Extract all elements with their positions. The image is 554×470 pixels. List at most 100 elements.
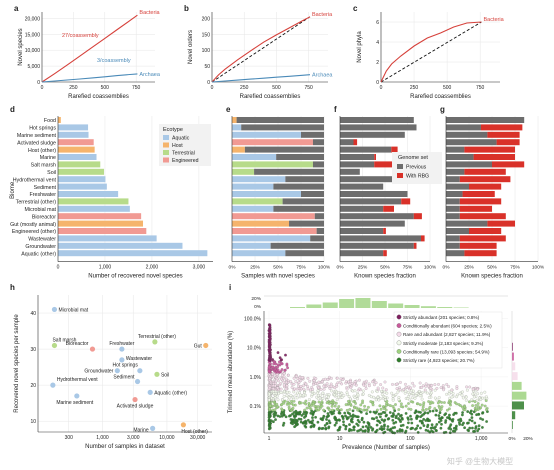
scatter-point (272, 362, 276, 366)
scatter-point (406, 397, 410, 400)
x-tick-label: 1,000 (475, 436, 488, 442)
scatter-point (267, 398, 271, 402)
bar-novel (232, 161, 313, 168)
scatter-point (316, 405, 320, 408)
panel-letter: d (10, 105, 15, 114)
hist-bar (512, 421, 513, 429)
scatter-point (137, 368, 143, 374)
hist-bar (306, 304, 322, 308)
scatter-point (361, 389, 365, 393)
x-tick-label: 1 (268, 436, 271, 442)
bar-remaining (273, 183, 324, 190)
scatter-point (291, 412, 294, 416)
bar-sediment (58, 183, 107, 190)
legend-swatch (163, 135, 169, 140)
scatter-point (342, 394, 346, 398)
scatter-point (277, 392, 281, 395)
scatter-point (329, 384, 333, 388)
scatter-point (426, 411, 430, 415)
scatter-point (356, 393, 360, 397)
y-tick-label: 40 (30, 311, 36, 317)
y-axis-title: Novel phyla (357, 31, 363, 63)
scatter-point (268, 352, 272, 356)
scatter-point (311, 387, 314, 391)
scatter-point (483, 404, 487, 408)
scatter-point (311, 419, 315, 422)
scatter-point (365, 409, 369, 412)
scatter-point (435, 429, 438, 432)
scatter-point (325, 418, 328, 421)
scatter-point (384, 408, 388, 412)
series-line-bacteria (41, 14, 138, 83)
bar-novel (232, 168, 255, 175)
scatter-point (337, 411, 341, 415)
scatter-point (334, 401, 338, 405)
scatter-point (313, 404, 317, 408)
scatter-point (345, 387, 349, 391)
scatter-point (342, 423, 346, 427)
scatter-point (316, 397, 320, 401)
scatter-point (427, 384, 430, 388)
scatter-point (467, 429, 470, 433)
scatter-point (288, 414, 291, 418)
scatter-point (294, 380, 298, 383)
scatter-point (388, 428, 392, 432)
scatter-point (426, 423, 430, 427)
bar-novel (232, 139, 313, 146)
bar-with-rbg (459, 176, 511, 183)
scatter-point (399, 424, 403, 428)
scatter-point (327, 393, 331, 397)
series-line-bacteria (380, 21, 482, 83)
scatter-point (448, 399, 451, 403)
biome-label: Marine (40, 155, 56, 161)
scatter-point (391, 383, 394, 386)
scatter-point (311, 402, 315, 406)
x-tick-label: 750 (476, 85, 485, 91)
scatter-point (390, 414, 394, 418)
scatter-point (447, 385, 450, 388)
scatter-point (351, 409, 355, 413)
scatter-point (299, 401, 303, 405)
scatter-point (316, 389, 320, 392)
y-tick-label: 0 (37, 80, 40, 86)
scatter-point (379, 383, 382, 386)
scatter-point (293, 425, 296, 429)
bar-previous (446, 161, 492, 168)
scatter-point (367, 394, 371, 397)
scatter-point (410, 417, 413, 421)
legend-swatch (397, 164, 403, 169)
scatter-point (430, 384, 434, 387)
scatter-point (464, 395, 468, 399)
bar-remaining (314, 213, 324, 220)
x-tick-label: 0% (443, 265, 451, 271)
scatter-point (268, 341, 271, 344)
scatter-point (365, 379, 368, 383)
scatter-point (363, 404, 366, 408)
scatter-point (325, 398, 329, 402)
bar-with-rbg (464, 168, 506, 175)
scatter-point (290, 386, 294, 389)
scatter-point (385, 391, 389, 395)
bar-remaining (312, 161, 324, 168)
scatter-point (74, 393, 80, 399)
point-label: Marine sediment (56, 400, 94, 406)
series-label: Bacteria (139, 10, 160, 16)
panel-c: 0 2 4 6 0 250 500 750 Bacteria Rarefied coassembl… (353, 4, 505, 100)
scatter-point (440, 422, 443, 426)
bar-previous (340, 235, 421, 242)
bar-previous (340, 205, 384, 212)
scatter-point (363, 429, 367, 433)
bar-remaining (301, 191, 324, 197)
scatter-point (274, 382, 277, 385)
scatter-point (278, 360, 281, 364)
scatter-point (356, 408, 360, 412)
x-tick-label: 0 (41, 85, 44, 91)
scatter-point (284, 377, 288, 381)
y-tick-label: 30 (30, 347, 36, 353)
scatter-point (268, 335, 271, 339)
scatter-point (333, 393, 336, 397)
scatter-point (433, 407, 437, 410)
scatter-point (376, 395, 380, 399)
scatter-point (422, 424, 426, 427)
scatter-point (458, 421, 461, 424)
